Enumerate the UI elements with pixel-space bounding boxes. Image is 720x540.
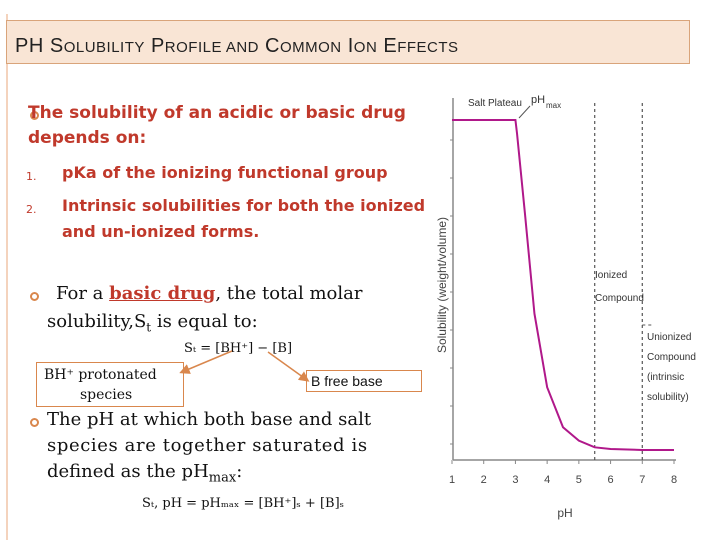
y-axis-label: Solubility (weight/volume) (435, 217, 449, 353)
list-number: 2. (26, 203, 37, 216)
bullet-icon (30, 418, 39, 427)
bullet-icon (30, 292, 39, 301)
title-part: P (15, 35, 29, 57)
intro-line-1: The solubility of an acidic or basic dru… (28, 103, 406, 123)
list-item-1: pKa of the ionizing functional group (62, 163, 388, 182)
x-tick-label: 1 (449, 474, 455, 486)
x-tick-label: 4 (544, 474, 550, 486)
title-part-small: OLUBILITY (63, 39, 145, 56)
phmax-annotation: pH (531, 94, 545, 106)
basic-drug-line-1: For a basic drug, the total molar (56, 283, 363, 304)
x-axis-label: pH (557, 506, 572, 520)
phmax-line-2: species are together saturated is (47, 435, 368, 456)
salt-plateau-annotation: Salt Plateau (468, 98, 522, 109)
title-part: C (258, 35, 280, 57)
x-tick-label: 3 (512, 474, 518, 486)
x-tick-label: 7 (639, 474, 645, 486)
ionized-annotation: Ionized (595, 270, 627, 281)
slide-frame-edge (6, 14, 8, 540)
arrow-to-free-base (267, 351, 310, 382)
unionized-annotation: (intrinsic (647, 372, 684, 383)
ionized-annotation: Compound (595, 293, 644, 304)
bullet-icon (30, 111, 39, 120)
solubility-curve (452, 119, 674, 451)
basic-drug-highlight: basic drug (109, 283, 216, 304)
protonated-species-label-2: species (80, 387, 133, 403)
title-part: I (341, 35, 354, 57)
title-part: P (144, 35, 165, 57)
title-part-small: FFECTS (397, 39, 459, 56)
title-part-small: OMMON (279, 39, 342, 56)
list-number: 1. (26, 170, 37, 183)
unionized-annotation: Unionized (647, 332, 691, 343)
x-tick-label: 2 (481, 474, 487, 486)
free-base-label: B free base (311, 373, 383, 389)
list-item-2: Intrinsic solubilities for both the ioni… (62, 196, 426, 215)
unionized-annotation: solubility) (647, 392, 689, 403)
title-part-small: ON (353, 39, 378, 56)
slide-title: PH SOLUBILITY PROFILE AND COMMON ION EFF… (15, 35, 459, 58)
phmax-annotation-sub: max (546, 101, 561, 110)
title-part: E (377, 35, 398, 57)
x-tick-label: 5 (576, 474, 582, 486)
x-tick-label: 6 (608, 474, 614, 486)
x-tick-label: 8 (671, 474, 677, 486)
title-part-small: ROFILE AND (164, 39, 259, 56)
protonated-species-box (36, 362, 184, 407)
protonated-species-label: BH⁺ protonated (44, 367, 157, 383)
intro-line-2: depends on: (28, 128, 147, 148)
solubility-equation: Sₜ = [BH⁺] − [B] (184, 341, 293, 356)
arrow-to-protonated (179, 350, 233, 374)
unionized-annotation: Compound (647, 352, 696, 363)
phmax-pointer (518, 105, 531, 119)
title-bar: PH SOLUBILITY PROFILE AND COMMON ION EFF… (6, 20, 690, 64)
list-item-2-cont: and un-ionized forms. (62, 222, 260, 241)
basic-drug-line-2: solubility,St is equal to: (47, 311, 258, 335)
title-part: H S (28, 35, 64, 57)
phmax-equation: Sₜ, pH = pHₘₐₓ = [BH⁺]ₛ + [B]ₛ (142, 496, 345, 511)
phmax-line-3: defined as the pHmax: (47, 461, 243, 486)
phmax-line-1: The pH at which both base and salt (47, 409, 372, 430)
